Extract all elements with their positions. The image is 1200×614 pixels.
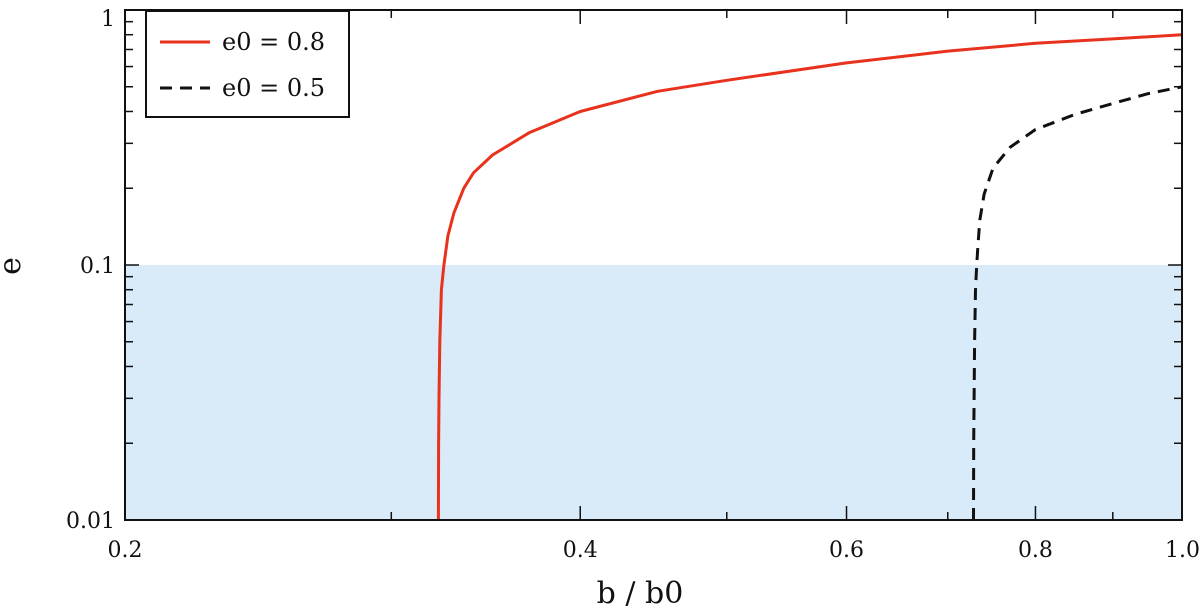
minor-ticks	[125, 10, 1182, 520]
series-e0-0.8-line	[436, 33, 1183, 521]
series-layer	[436, 33, 1183, 521]
legend-box	[145, 10, 350, 118]
legend: e0 = 0.8 e0 = 0.5	[145, 10, 350, 118]
y-axis-label: e	[0, 257, 28, 275]
series-e0-0.5-line	[972, 85, 1183, 521]
legend-entry-e0-0.8: e0 = 0.8	[222, 28, 325, 56]
plot-frame	[124, 9, 1183, 521]
x-tick-label: 0.8	[1018, 538, 1053, 563]
x-tick-label: 0.4	[563, 538, 598, 563]
legend-entry-e0-0.5: e0 = 0.5	[222, 74, 325, 102]
x-axis-label: b / b0	[597, 576, 684, 611]
x-tick-label: 0.2	[108, 538, 143, 563]
y-tick-label: 0.01	[66, 509, 115, 534]
x-tick-label: 0.6	[829, 538, 864, 563]
y-tick-label: 1	[101, 7, 115, 32]
tick-labels: 0.2 0.4 0.6 0.8 1.0 0.01 0.1 1	[66, 7, 1200, 563]
y-tick-label: 0.1	[80, 254, 115, 279]
x-tick-label: 1.0	[1165, 538, 1200, 563]
shaded-region	[125, 265, 1182, 520]
